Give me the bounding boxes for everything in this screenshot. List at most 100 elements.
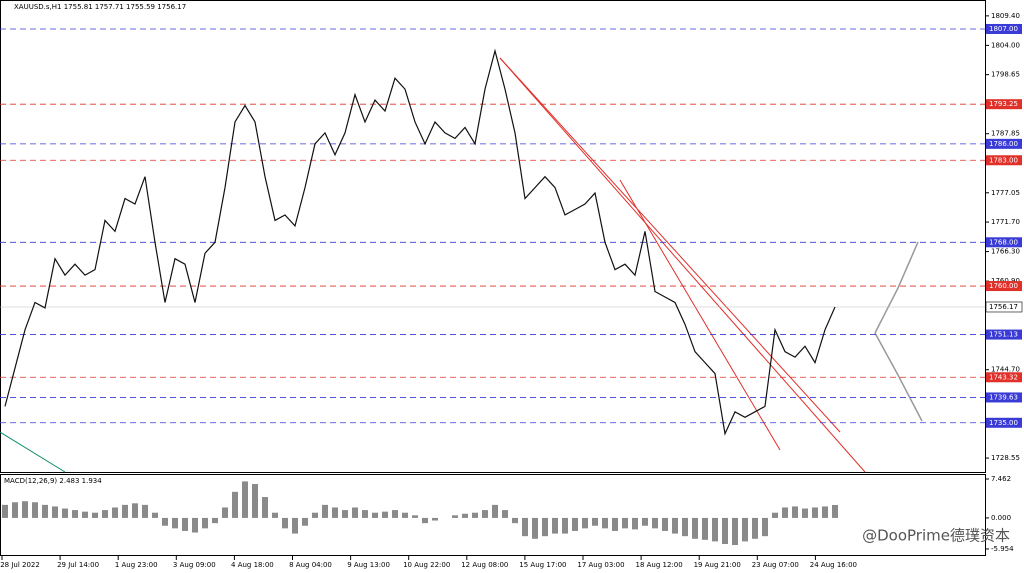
y-tick-label: 1728.55: [991, 454, 1020, 462]
macd-bar: [282, 517, 288, 529]
macd-bar: [472, 512, 478, 518]
level-label: 1793.25: [989, 100, 1018, 108]
macd-bar: [772, 512, 778, 518]
x-tick-label: 4 Aug 18:00: [231, 561, 274, 569]
macd-bar: [242, 481, 248, 518]
macd-bar: [512, 517, 518, 524]
macd-bar: [812, 507, 818, 518]
level-tag: [986, 138, 1022, 149]
macd-bar: [192, 517, 198, 533]
macd-bar: [252, 484, 258, 518]
x-tick-label: 23 Aug 07:00: [752, 561, 799, 569]
x-tick-label: 29 Jul 14:00: [57, 561, 99, 569]
macd-bar: [232, 491, 238, 518]
level-label: 1768.00: [989, 238, 1018, 246]
macd-bar: [72, 510, 78, 518]
macd-bar: [202, 517, 208, 529]
macd-bar: [142, 504, 148, 518]
x-tick-label: 24 Aug 16:00: [810, 561, 857, 569]
main-pane: [0, 0, 986, 473]
macd-bar: [172, 517, 178, 529]
level-tag: [986, 417, 1022, 428]
macd-bar: [102, 510, 108, 518]
x-tick-label: 10 Aug 22:00: [403, 561, 450, 569]
level-tag: [986, 23, 1022, 34]
macd-bar: [182, 517, 188, 531]
x-tick-label: 19 Aug 21:00: [694, 561, 741, 569]
trendline: [0, 431, 66, 473]
macd-bar: [482, 510, 488, 518]
macd-bar: [332, 507, 338, 518]
y-tick-label: 1777.05: [991, 189, 1020, 197]
macd-bar: [522, 517, 528, 537]
macd-bar: [152, 512, 158, 518]
x-tick-label: 28 Jul 2022: [0, 561, 40, 569]
macd-tick-label: -5.954: [991, 545, 1014, 553]
macd-bar: [462, 513, 468, 518]
x-tick-label: 18 Aug 12:00: [635, 561, 682, 569]
macd-bar: [222, 507, 228, 518]
macd-bar: [372, 512, 378, 518]
macd-tick-label: 0.000: [991, 514, 1011, 522]
level-label: 1760.00: [989, 282, 1018, 290]
macd-bar: [32, 502, 38, 518]
macd-bar: [82, 511, 88, 518]
macd-bar: [42, 504, 48, 518]
level-tag: [986, 155, 1022, 166]
level-label: 1743.32: [989, 373, 1018, 381]
level-tag: [986, 329, 1022, 340]
macd-bar: [662, 517, 668, 531]
macd-bar: [92, 512, 98, 518]
macd-bar: [272, 512, 278, 518]
macd-bar: [52, 506, 58, 518]
macd-bar: [632, 517, 638, 530]
macd-bar: [352, 507, 358, 518]
macd-bar: [712, 517, 718, 542]
y-tick-label: 1804.00: [991, 41, 1020, 49]
macd-bar: [132, 503, 138, 518]
x-tick-label: 8 Aug 04:00: [289, 561, 332, 569]
macd-bar: [532, 517, 538, 539]
macd-bar: [2, 504, 8, 518]
macd-bar: [412, 515, 418, 518]
macd-bar: [572, 517, 578, 531]
macd-bar: [612, 517, 618, 531]
macd-bar: [702, 517, 708, 540]
macd-bar: [672, 517, 678, 534]
y-tick-label: 1787.85: [991, 130, 1020, 138]
macd-label: MACD(12,26,9) 2.483 1.934: [4, 477, 102, 485]
level-label: 1786.00: [989, 140, 1018, 148]
last-price-label: 1756.17: [989, 303, 1018, 311]
trendline: [619, 179, 781, 451]
macd-bar: [682, 517, 688, 537]
trendline: [499, 57, 866, 473]
macd-bar: [582, 517, 588, 529]
projection-arrow: [874, 241, 919, 334]
macd-bar: [752, 517, 758, 539]
level-label: 1807.00: [989, 25, 1018, 33]
y-tick-label: 1766.30: [991, 248, 1020, 256]
macd-bar: [722, 517, 728, 545]
macd-bar: [502, 510, 508, 518]
macd-bar: [162, 517, 168, 526]
symbol-header: XAUUSD.s,H1 1755.81 1757.71 1755.59 1756…: [14, 3, 186, 11]
level-label: 1783.00: [989, 156, 1018, 164]
level-tag: [986, 392, 1022, 403]
macd-bar: [382, 511, 388, 518]
level-tag: [986, 281, 1022, 292]
macd-bar: [592, 517, 598, 526]
macd-bar: [432, 517, 438, 521]
macd-bar: [312, 512, 318, 518]
price-line: [4, 48, 836, 436]
x-tick-label: 9 Aug 13:00: [347, 561, 390, 569]
macd-bar: [62, 508, 68, 518]
x-tick-label: 12 Aug 08:00: [461, 561, 508, 569]
macd-bar: [652, 517, 658, 529]
macd-bar: [262, 497, 268, 518]
x-tick-label: 17 Aug 03:00: [577, 561, 624, 569]
x-tick-label: 3 Aug 09:00: [173, 561, 216, 569]
macd-bar: [542, 517, 548, 537]
macd-bar: [362, 510, 368, 518]
macd-bar: [692, 517, 698, 539]
macd-bar: [322, 504, 328, 518]
